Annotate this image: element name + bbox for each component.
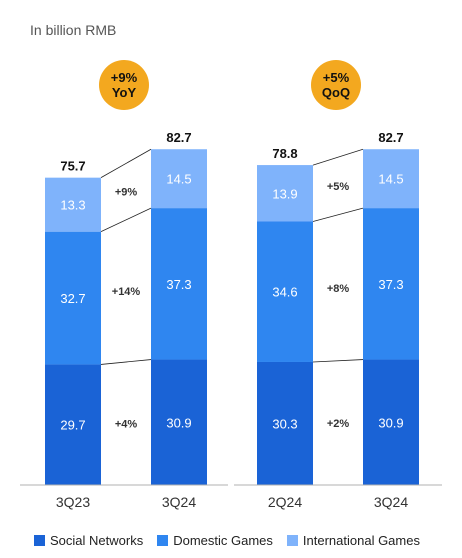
x-tick-label-3q24-p1: 3Q24 [162, 494, 196, 510]
unit-label: In billion RMB [30, 22, 117, 38]
total-label-2q24-p2: 78.8 [272, 146, 297, 161]
data-label-international-games-3q24-p2: 14.5 [378, 172, 403, 187]
legend-item-international-games: International Games [286, 533, 420, 548]
bar-international-games-2q24-p2 [257, 165, 313, 222]
legend-item-domestic-games: Domestic Games [157, 533, 273, 548]
legend: Social Networks Domestic Games Internati… [34, 533, 434, 548]
growth-badge-value-p1: +9% [111, 70, 138, 85]
bar-social-networks-3q23-p1 [45, 364, 101, 485]
legend-label-domestic-games: Domestic Games [173, 533, 273, 548]
total-label-3q23-p1: 75.7 [60, 159, 85, 174]
total-label-3q24-p1: 82.7 [166, 130, 191, 145]
connector-line-2-p1 [100, 207, 152, 233]
data-label-domestic-games-3q24-p2: 37.3 [378, 277, 403, 292]
legend-label-social-networks: Social Networks [50, 533, 144, 548]
growth-label-domestic-games-p1: +14% [112, 286, 141, 298]
growth-label-international-games-p2: +5% [327, 181, 350, 193]
connector-line-3-p2 [312, 148, 364, 166]
bar-social-networks-2q24-p2 [257, 361, 313, 485]
x-tick-label-3q23-p1: 3Q23 [56, 494, 90, 510]
bar-domestic-games-2q24-p2 [257, 221, 313, 362]
growth-badge-period-p2: QoQ [322, 85, 350, 100]
connector-line-1-p1 [100, 359, 152, 365]
data-label-social-networks-2q24-p2: 30.3 [272, 416, 297, 431]
data-label-domestic-games-3q24-p1: 37.3 [166, 277, 191, 292]
legend-item-social-networks: Social Networks [34, 533, 143, 548]
growth-label-international-games-p1: +9% [115, 187, 138, 199]
growth-label-social-networks-p1: +4% [115, 418, 138, 430]
growth-badge-value-p2: +5% [323, 70, 350, 85]
growth-label-domestic-games-p2: +8% [327, 283, 350, 295]
bar-social-networks-3q24-p1 [151, 359, 207, 485]
data-label-international-games-3q24-p1: 14.5 [166, 172, 191, 187]
bar-social-networks-3q24-p2 [363, 359, 419, 485]
x-tick-label-2q24-p2: 2Q24 [268, 494, 302, 510]
data-label-international-games-2q24-p2: 13.9 [272, 186, 297, 201]
connector-line-2-p2 [312, 207, 364, 222]
growth-badge-period-p1: YoY [112, 85, 137, 100]
growth-label-social-networks-p2: +2% [327, 418, 350, 430]
legend-swatch-international-games [286, 535, 298, 546]
data-label-social-networks-3q24-p2: 30.9 [378, 415, 403, 430]
bar-international-games-3q24-p1 [151, 149, 207, 209]
bar-domestic-games-3q24-p1 [151, 208, 207, 360]
bar-international-games-3q23-p1 [45, 177, 101, 232]
legend-swatch-social-networks [34, 535, 45, 546]
total-label-3q24-p2: 82.7 [378, 130, 403, 145]
growth-badge-p1 [99, 60, 149, 110]
growth-badge-p2 [311, 60, 361, 110]
data-label-international-games-3q23-p1: 13.3 [60, 198, 85, 213]
bar-domestic-games-3q24-p2 [363, 208, 419, 360]
legend-label-international-games: International Games [302, 533, 420, 548]
bar-domestic-games-3q23-p1 [45, 231, 101, 365]
connector-line-1-p2 [312, 359, 364, 363]
data-label-social-networks-3q23-p1: 29.7 [60, 418, 85, 433]
data-label-domestic-games-3q23-p1: 32.7 [60, 291, 85, 306]
data-label-domestic-games-2q24-p2: 34.6 [272, 285, 297, 300]
data-label-social-networks-3q24-p1: 30.9 [166, 415, 191, 430]
bar-international-games-3q24-p2 [363, 149, 419, 209]
x-tick-label-3q24-p2: 3Q24 [374, 494, 408, 510]
legend-swatch-domestic-games [157, 535, 169, 546]
connector-line-3-p1 [100, 148, 152, 179]
